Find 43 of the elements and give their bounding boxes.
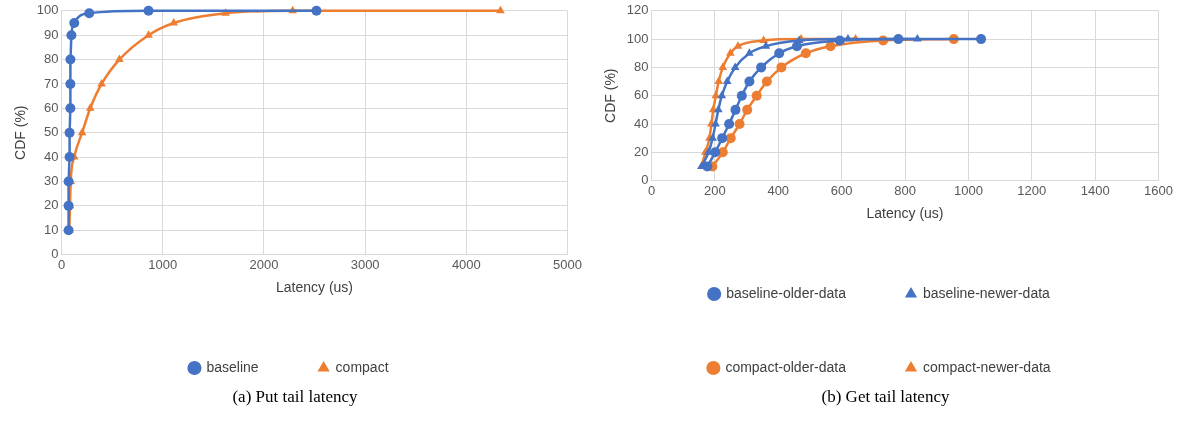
x-tick-label: 600 [830, 182, 853, 198]
y-tick-label: 60 [44, 99, 59, 115]
legend-label: compact-older-data [725, 358, 847, 375]
legend-label: compact-newer-data [923, 358, 1051, 375]
y-axis-title: CDF (%) [12, 105, 29, 160]
text: (a) Put tail latency [232, 387, 358, 407]
y-tick-label: 100 [36, 2, 59, 18]
legend-label: baseline-older-data [726, 284, 847, 301]
x-tick-label: 5000 [553, 256, 582, 272]
x-tick-label: 4000 [451, 256, 481, 272]
y-tick-label: 90 [44, 26, 59, 42]
y-tick-label: 40 [634, 115, 649, 131]
x-axis-title: Latency (us) [866, 205, 944, 222]
x-tick-label: 2000 [249, 256, 279, 272]
y-tick-label: 80 [44, 51, 59, 67]
y-tick-label: 70 [44, 75, 59, 91]
y-tick-label: 30 [44, 173, 59, 189]
y-tick-label: 100 [626, 30, 649, 46]
y-tick-label: 20 [634, 143, 649, 159]
y-tick-label: 0 [641, 172, 649, 188]
legend-label: baseline-newer-data [923, 284, 1051, 301]
y-tick-label: 120 [626, 2, 649, 18]
y-tick-label: 20 [44, 197, 59, 213]
x-axis-title: Latency (us) [275, 279, 354, 296]
y-tick-label: 0 [51, 246, 59, 262]
x-tick-label: 1400 [1080, 182, 1110, 198]
x-tick-label: 1600 [1144, 182, 1173, 198]
x-tick-label: 1000 [148, 256, 178, 272]
text: (b) Get tail latency [821, 387, 950, 407]
x-tick-label: 400 [767, 182, 790, 198]
y-axis-title: CDF (%) [602, 68, 619, 123]
y-tick-label: 10 [44, 221, 59, 237]
y-tick-label: 40 [44, 148, 59, 164]
x-tick-label: 200 [704, 182, 726, 198]
y-tick-label: 60 [634, 87, 649, 103]
legend-label: baseline [206, 358, 259, 375]
y-tick-label: 50 [44, 124, 59, 140]
legend-label: compact [335, 358, 389, 375]
y-tick-label: 80 [634, 58, 649, 74]
x-tick-label: 1200 [1017, 182, 1047, 198]
x-tick-label: 800 [894, 182, 916, 198]
x-tick-label: 1000 [953, 182, 983, 198]
x-tick-label: 3000 [350, 256, 380, 272]
